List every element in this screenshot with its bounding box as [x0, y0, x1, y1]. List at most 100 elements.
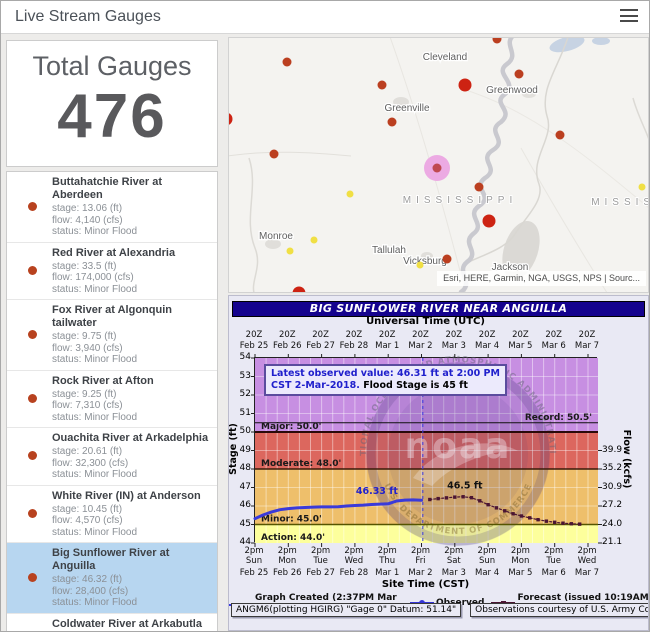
gauge-marker[interactable] — [482, 214, 496, 228]
flow-tick-label: 24.0 — [602, 518, 623, 529]
list-item[interactable]: Big Sunflower River at Anguilla stage: 46… — [7, 543, 217, 614]
cst-tick: 2pm — [311, 546, 331, 556]
list-item[interactable]: Buttahatchie River at Aberdeen stage: 13.… — [7, 172, 217, 243]
gauge-marker[interactable] — [292, 286, 306, 294]
gauge-detail: stage: 33.5 (ft) — [52, 260, 117, 272]
forecast-point-marker — [486, 503, 490, 507]
forecast-point-marker — [519, 514, 524, 518]
cst-day-tick: Sun — [479, 556, 496, 566]
hamburger-menu-icon[interactable] — [619, 9, 639, 25]
gauge-marker[interactable] — [416, 261, 424, 269]
utc-date-tick: Mar 3 — [441, 341, 466, 351]
total-gauges-card: Total Gauges 476 — [6, 40, 218, 167]
gauge-text: Big Sunflower River at Anguilla stage: 46… — [52, 547, 211, 609]
header: Live Stream Gauges — [1, 1, 649, 34]
gauge-marker[interactable] — [458, 78, 472, 92]
forecast-point-marker — [528, 516, 532, 520]
map-base — [229, 38, 648, 292]
list-item[interactable]: White River (IN) at Anderson stage: 10.45… — [7, 486, 217, 543]
gauge-text: Ouachita River at Arkadelphia stage: 20.6… — [52, 432, 211, 481]
utc-date-tick: Mar 7 — [574, 341, 600, 351]
cst-date-tick: Mar 6 — [541, 568, 566, 578]
gauge-marker[interactable] — [638, 183, 646, 191]
gauge-marker[interactable] — [442, 254, 452, 264]
gauge-status-dot — [28, 201, 37, 211]
observed-series-line — [253, 498, 423, 521]
list-item[interactable]: Red River at Alexandria stage: 33.5 (ft) f… — [7, 243, 217, 300]
page-title: Live Stream Gauges — [15, 8, 161, 25]
map-city-label: Greenwood — [486, 85, 538, 96]
gauge-marker[interactable] — [346, 190, 354, 198]
gauge-marker[interactable] — [387, 117, 397, 127]
gauge-detail: flow: 28,400 (cfs) — [52, 585, 129, 597]
cst-date-tick: Mar 4 — [475, 568, 500, 578]
cst-tick: 2pm — [244, 546, 264, 556]
utc-tick: 20Z — [478, 330, 496, 340]
cst-tick: 2pm — [510, 546, 530, 556]
gauge-text: Fox River at Algonquin tailwater stage: 9… — [52, 304, 211, 366]
list-item[interactable]: Rock River at Afton stage: 9.25 (ft) flow:… — [7, 371, 217, 428]
cst-day-tick: Tue — [313, 556, 328, 566]
gauge-detail: flow: 7,310 (cfs) — [52, 400, 123, 411]
gauge-detail: flow: 4,140 (cfs) — [52, 214, 123, 226]
latest-observed-text: Latest observed value: 46.31 ft at 2:00 … — [271, 368, 500, 379]
cst-day-tick: Tue — [546, 556, 561, 566]
utc-tick: 20Z — [245, 330, 263, 340]
gauge-marker[interactable] — [282, 57, 292, 67]
gauge-marker[interactable] — [269, 149, 279, 159]
flow-tick-label: 30.9 — [602, 481, 623, 492]
stage-tick-label: 50 — [239, 426, 251, 436]
flood-zone-label: Major: 50.0' — [261, 422, 321, 432]
gauge-detail: stage: 9.25 (ft) — [52, 388, 117, 400]
gauge-status-dot — [28, 451, 37, 461]
gauge-detail: status: Minor Flood — [52, 597, 138, 608]
info-box: Latest observed value: 46.31 ft at 2:00 … — [264, 364, 507, 396]
gauge-name: Ouachita River at Arkadelphia — [52, 432, 209, 444]
cst-tick: 2pm — [377, 546, 397, 556]
utc-date-tick: Feb 27 — [306, 341, 335, 351]
gauge-list: Buttahatchie River at Aberdeen stage: 13.… — [6, 171, 218, 632]
cst-tick: 2pm — [544, 546, 564, 556]
list-item[interactable]: Ouachita River at Arkadelphia stage: 20.6… — [7, 428, 217, 486]
map-panel[interactable]: Cleveland Greenwood Greenville Monroe Tallul… — [228, 37, 649, 293]
gauge-text: Rock River at Afton stage: 9.25 (ft) flow:… — [52, 375, 211, 424]
gauge-name: White River (IN) at Anderson — [52, 489, 201, 502]
gauge-marker[interactable] — [474, 182, 484, 192]
utc-date-tick: Feb 26 — [273, 341, 302, 351]
cst-date-tick: Mar 7 — [574, 568, 600, 578]
selected-gauge-marker[interactable] — [432, 163, 442, 173]
stage-tick-label: 51 — [239, 407, 251, 418]
gauge-detail: status: Minor Flood — [52, 411, 138, 423]
cst-date-tick: Mar 2 — [408, 568, 433, 578]
cst-day-tick: Wed — [577, 556, 597, 566]
utc-tick: 20Z — [578, 330, 596, 340]
cst-day-tick: Wed — [344, 556, 364, 566]
gauge-marker[interactable] — [492, 38, 502, 44]
gauge-detail: stage: 46.32 (ft) — [52, 574, 123, 585]
forecast-point-marker — [511, 512, 515, 516]
gauge-status-dot — [28, 393, 37, 403]
list-item[interactable]: Fox River at Algonquin tailwater stage: 9… — [7, 300, 217, 371]
list-item[interactable]: Coldwater River at Arkabutla Damstage: 2… — [7, 614, 217, 632]
gauge-marker[interactable] — [310, 236, 318, 244]
forecast-point-marker — [577, 522, 582, 526]
utc-tick: 20Z — [278, 330, 296, 340]
utc-tick: 20Z — [412, 330, 429, 340]
gauge-text: Red River at Alexandria stage: 33.5 (ft) f… — [52, 247, 211, 296]
gauge-marker[interactable] — [377, 80, 387, 90]
utc-date-tick: Feb 28 — [339, 341, 369, 351]
utc-tick: 20Z — [345, 330, 363, 340]
utc-axis-label: Universal Time (UTC) — [366, 316, 485, 327]
cst-tick: 2pm — [477, 546, 497, 556]
gauge-marker[interactable] — [555, 130, 565, 140]
cst-tick: 2pm — [277, 546, 297, 556]
gauge-marker[interactable] — [514, 69, 524, 79]
stage-tick-label: 47 — [239, 481, 251, 492]
flood-zone-label: Action: 44.0' — [261, 533, 325, 543]
map-city-label: Tallulah — [372, 245, 406, 256]
gauge-marker[interactable] — [229, 113, 233, 126]
map-canvas[interactable]: Cleveland Greenwood Greenville Monroe Tallul… — [229, 38, 649, 293]
gauge-detail: flow: 32,300 (cfs) — [52, 457, 129, 469]
forecast-point-marker — [453, 495, 457, 499]
gauge-marker[interactable] — [286, 247, 294, 255]
